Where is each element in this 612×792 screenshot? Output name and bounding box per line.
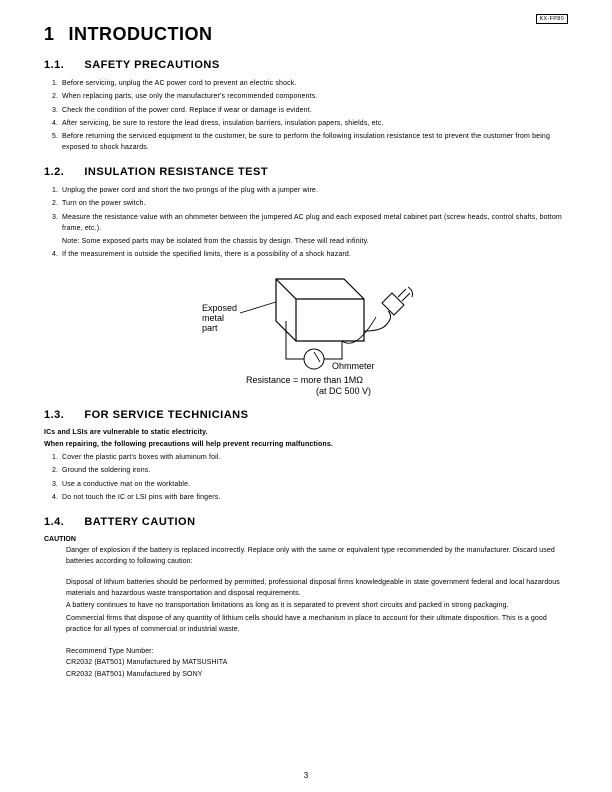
list-item: If the measurement is outside the specif… [54,250,568,261]
rec-line: CR2032 (BAT501) Manufactured by SONY [66,669,568,681]
list-item: Ground the soldering irons. [54,466,568,477]
recommended-types: Recommend Type Number: CR2032 (BAT501) M… [44,646,568,681]
svg-text:Exposed: Exposed [202,303,237,313]
chapter-number: 1 [44,24,55,44]
paragraph: Danger of explosion if the battery is re… [66,546,568,568]
svg-text:part: part [202,323,218,333]
svg-text:metal: metal [202,313,224,323]
svg-text:(at DC 500 V): (at DC 500 V) [316,386,371,396]
insulation-test-list-cont: If the measurement is outside the specif… [44,250,568,261]
list-item: Turn on the power switch. [54,199,568,210]
note-text: Note: Some exposed parts may be isolated… [44,237,568,248]
section-number: 1.2. [44,166,64,178]
section-1-4-heading: 1.4. BATTERY CAUTION [44,516,568,528]
paragraph: Commercial firms that dispose of any qua… [66,614,568,636]
bold-text: When repairing, the following precaution… [44,441,568,448]
section-number: 1.3. [44,409,64,421]
section-1-3-heading: 1.3. FOR SERVICE TECHNICIANS [44,409,568,421]
list-item: When replacing parts, use only the manuf… [54,92,568,103]
list-item: Do not touch the IC or LSI pins with bar… [54,493,568,504]
section-1-1-heading: 1.1. SAFETY PRECAUTIONS [44,59,568,71]
list-item: Unplug the power cord and short the two … [54,186,568,197]
insulation-diagram: Exposed metal part Ohmmeter Resistance =… [44,267,568,397]
section-number: 1.1. [44,59,64,71]
section-title: FOR SERVICE TECHNICIANS [84,409,248,421]
list-item: Check the condition of the power cord. R… [54,106,568,117]
chapter-title: INTRODUCTION [69,24,213,44]
list-item: Use a conductive mat on the worktable. [54,480,568,491]
bold-text: ICs and LSIs are vulnerable to static el… [44,429,568,436]
section-title: INSULATION RESISTANCE TEST [84,166,268,178]
model-badge: KX-FP80 [536,14,568,24]
svg-text:Ohmmeter: Ohmmeter [332,361,375,371]
list-item: Before returning the serviced equipment … [54,132,568,154]
paragraph: Disposal of lithium batteries should be … [66,578,568,600]
technician-list: Cover the plastic part's boxes with alum… [44,453,568,504]
svg-text:Resistance = more than 1MΩ: Resistance = more than 1MΩ [246,375,363,385]
safety-precautions-list: Before servicing, unplug the AC power co… [44,79,568,154]
paragraph: A battery continues to have no transport… [66,601,568,612]
list-item: Cover the plastic part's boxes with alum… [54,453,568,464]
chapter-heading: 1 INTRODUCTION [44,24,568,45]
list-item: After servicing, be sure to restore the … [54,119,568,130]
list-item: Measure the resistance value with an ohm… [54,213,568,235]
section-number: 1.4. [44,516,64,528]
section-title: SAFETY PRECAUTIONS [84,59,219,71]
rec-line: CR2032 (BAT501) Manufactured by MATSUSHI… [66,657,568,669]
caution-paragraphs: Danger of explosion if the battery is re… [44,546,568,636]
page-number: 3 [0,771,612,780]
list-item: Before servicing, unplug the AC power co… [54,79,568,90]
caution-heading: CAUTION [44,536,568,543]
rec-line: Recommend Type Number: [66,646,568,658]
section-title: BATTERY CAUTION [84,516,195,528]
section-1-2-heading: 1.2. INSULATION RESISTANCE TEST [44,166,568,178]
insulation-test-list: Unplug the power cord and short the two … [44,186,568,234]
